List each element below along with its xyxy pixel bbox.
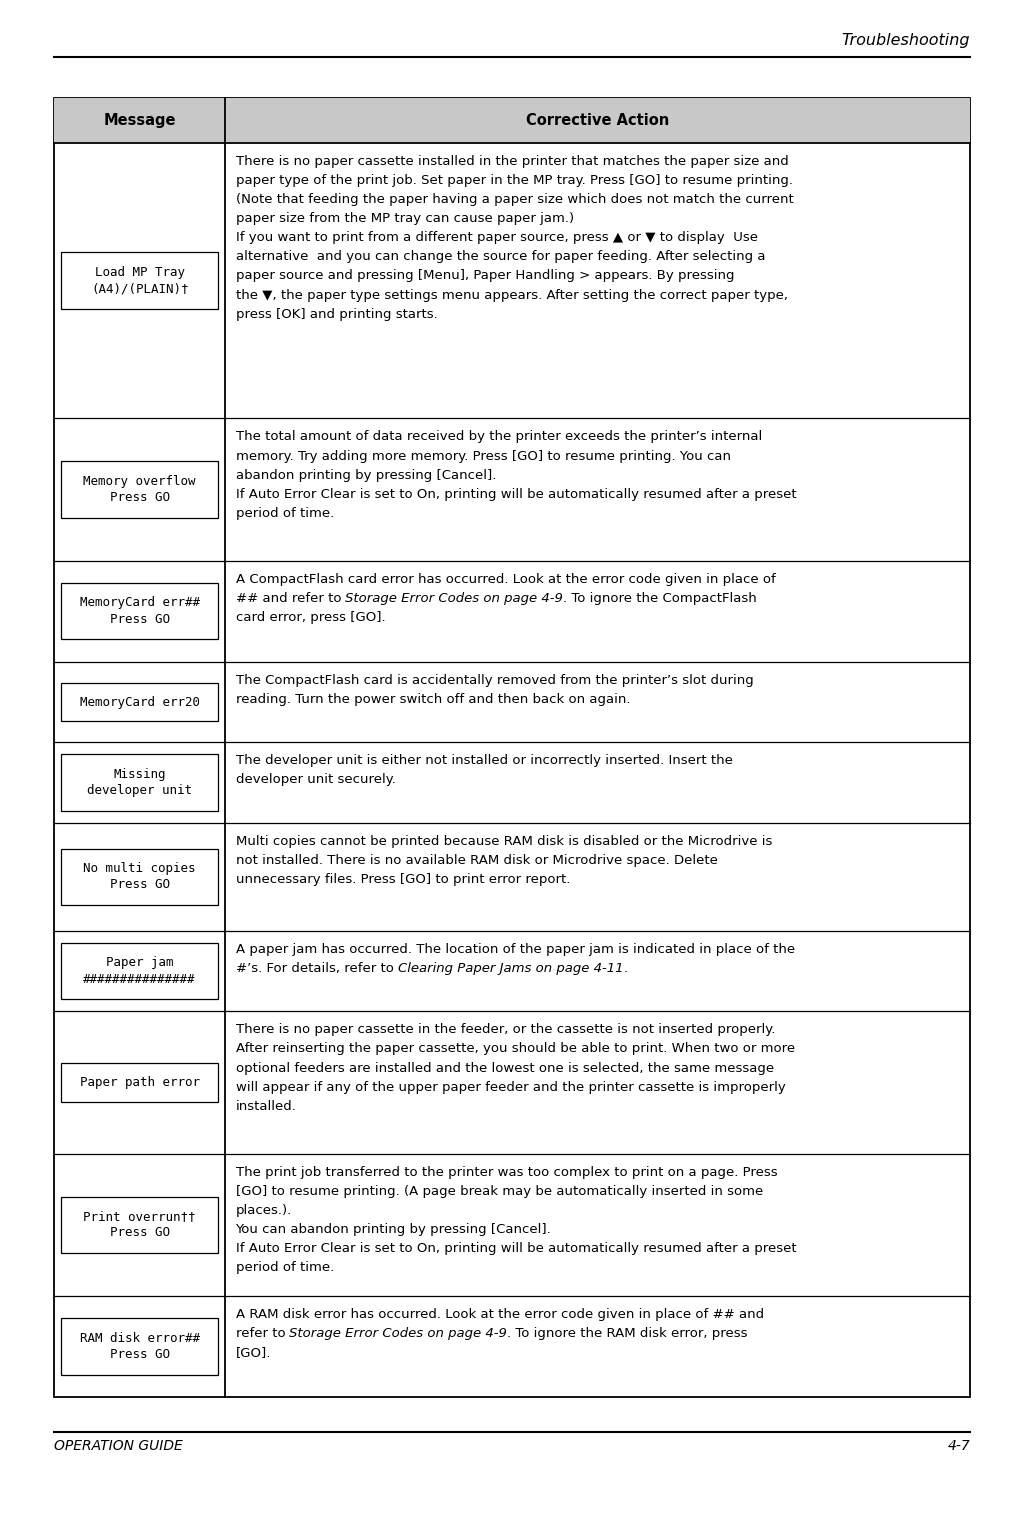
Text: Clearing Paper Jams on page 4-11: Clearing Paper Jams on page 4-11 <box>397 963 624 975</box>
Text: unnecessary files. Press [GO] to print error report.: unnecessary files. Press [GO] to print e… <box>235 873 570 885</box>
Bar <box>61 943 218 999</box>
Text: Paper path error: Paper path error <box>79 1076 200 1088</box>
Text: Storage Error Codes on page 4-9: Storage Error Codes on page 4-9 <box>345 591 564 605</box>
Text: MemoryCard err##
Press GO: MemoryCard err## Press GO <box>79 596 200 626</box>
Text: [GO] to resume printing. (A page break may be automatically inserted in some: [GO] to resume printing. (A page break m… <box>235 1186 763 1198</box>
Bar <box>61 849 218 905</box>
Text: OPERATION GUIDE: OPERATION GUIDE <box>54 1440 182 1454</box>
Text: (Note that feeding the paper having a paper size which does not match the curren: (Note that feeding the paper having a pa… <box>235 193 793 206</box>
Text: not installed. There is no available RAM disk or Microdrive space. Delete: not installed. There is no available RAM… <box>235 854 717 867</box>
Text: .: . <box>624 963 628 975</box>
Text: paper source and pressing [Menu], Paper Handling > appears. By pressing: paper source and pressing [Menu], Paper … <box>235 270 734 282</box>
Text: Load MP Tray
(A4)/(PLAIN)†: Load MP Tray (A4)/(PLAIN)† <box>91 265 189 296</box>
Text: optional feeders are installed and the lowest one is selected, the same message: optional feeders are installed and the l… <box>235 1061 773 1075</box>
Text: The developer unit is either not installed or incorrectly inserted. Insert the: The developer unit is either not install… <box>235 755 733 767</box>
Text: Memory overflow
Press GO: Memory overflow Press GO <box>84 475 196 505</box>
Text: paper size from the MP tray can cause paper jam.): paper size from the MP tray can cause pa… <box>235 212 574 224</box>
Text: will appear if any of the upper paper feeder and the printer cassette is imprope: will appear if any of the upper paper fe… <box>235 1081 786 1093</box>
Text: There is no paper cassette installed in the printer that matches the paper size : There is no paper cassette installed in … <box>235 155 789 168</box>
Text: press [OK] and printing starts.: press [OK] and printing starts. <box>235 308 437 321</box>
Text: You can abandon printing by pressing [Cancel].: You can abandon printing by pressing [Ca… <box>235 1223 551 1236</box>
Text: [GO].: [GO]. <box>235 1346 271 1360</box>
Text: 4-7: 4-7 <box>948 1440 970 1454</box>
Text: Paper jam
###############: Paper jam ############### <box>84 957 196 985</box>
Text: Message: Message <box>103 112 176 127</box>
Bar <box>61 755 218 811</box>
Bar <box>61 252 218 309</box>
Text: The total amount of data received by the printer exceeds the printer’s internal: The total amount of data received by the… <box>235 431 762 443</box>
Text: alternative  and you can change the source for paper feeding. After selecting a: alternative and you can change the sourc… <box>235 250 765 264</box>
Text: No multi copies
Press GO: No multi copies Press GO <box>84 863 196 891</box>
Bar <box>61 461 218 517</box>
Text: A RAM disk error has occurred. Look at the error code given in place of ## and: A RAM disk error has occurred. Look at t… <box>235 1308 763 1320</box>
Text: card error, press [GO].: card error, press [GO]. <box>235 611 385 625</box>
Bar <box>61 1196 218 1252</box>
Bar <box>61 584 218 640</box>
Text: reading. Turn the power switch off and then back on again.: reading. Turn the power switch off and t… <box>235 693 630 706</box>
Text: MemoryCard err20: MemoryCard err20 <box>79 696 200 708</box>
Text: period of time.: period of time. <box>235 1261 334 1275</box>
Text: developer unit securely.: developer unit securely. <box>235 773 395 787</box>
Text: A CompactFlash card error has occurred. Look at the error code given in place of: A CompactFlash card error has occurred. … <box>235 573 775 585</box>
Text: abandon printing by pressing [Cancel].: abandon printing by pressing [Cancel]. <box>235 468 496 482</box>
Text: Missing
developer unit: Missing developer unit <box>88 767 193 797</box>
Bar <box>61 1319 218 1375</box>
Text: refer to: refer to <box>235 1326 289 1340</box>
Text: Corrective Action: Corrective Action <box>526 112 669 127</box>
Text: memory. Try adding more memory. Press [GO] to resume printing. You can: memory. Try adding more memory. Press [G… <box>235 450 731 462</box>
Text: Storage Error Codes on page 4-9: Storage Error Codes on page 4-9 <box>289 1326 507 1340</box>
Text: After reinserting the paper cassette, you should be able to print. When two or m: After reinserting the paper cassette, yo… <box>235 1043 795 1055</box>
Text: places.).: places.). <box>235 1204 291 1217</box>
Text: The CompactFlash card is accidentally removed from the printer’s slot during: The CompactFlash card is accidentally re… <box>235 675 753 687</box>
Text: paper type of the print job. Set paper in the MP tray. Press [GO] to resume prin: paper type of the print job. Set paper i… <box>235 174 793 186</box>
Text: A paper jam has occurred. The location of the paper jam is indicated in place of: A paper jam has occurred. The location o… <box>235 943 795 955</box>
Text: Print overrun††
Press GO: Print overrun†† Press GO <box>84 1210 196 1240</box>
Bar <box>54 97 970 143</box>
Text: RAM disk error##
Press GO: RAM disk error## Press GO <box>79 1331 200 1361</box>
Bar <box>61 682 218 722</box>
Text: . To ignore the CompactFlash: . To ignore the CompactFlash <box>564 591 757 605</box>
Text: period of time.: period of time. <box>235 506 334 520</box>
Text: installed.: installed. <box>235 1099 297 1113</box>
Text: There is no paper cassette in the feeder, or the cassette is not inserted proper: There is no paper cassette in the feeder… <box>235 1023 774 1037</box>
Bar <box>54 97 970 1398</box>
Text: The print job transferred to the printer was too complex to print on a page. Pre: The print job transferred to the printer… <box>235 1166 777 1178</box>
Text: #’s. For details, refer to: #’s. For details, refer to <box>235 963 397 975</box>
Text: the ▼, the paper type settings menu appears. After setting the correct paper typ: the ▼, the paper type settings menu appe… <box>235 288 788 302</box>
Text: Multi copies cannot be printed because RAM disk is disabled or the Microdrive is: Multi copies cannot be printed because R… <box>235 835 771 847</box>
Bar <box>61 1063 218 1102</box>
Text: Troubleshooting: Troubleshooting <box>842 33 970 47</box>
Text: ## and refer to: ## and refer to <box>235 591 345 605</box>
Text: If you want to print from a different paper source, press ▲ or ▼ to display  Use: If you want to print from a different pa… <box>235 230 757 244</box>
Text: . To ignore the RAM disk error, press: . To ignore the RAM disk error, press <box>507 1326 748 1340</box>
Text: If Auto Error Clear is set to On, printing will be automatically resumed after a: If Auto Error Clear is set to On, printi… <box>235 488 796 500</box>
Text: If Auto Error Clear is set to On, printing will be automatically resumed after a: If Auto Error Clear is set to On, printi… <box>235 1242 796 1255</box>
